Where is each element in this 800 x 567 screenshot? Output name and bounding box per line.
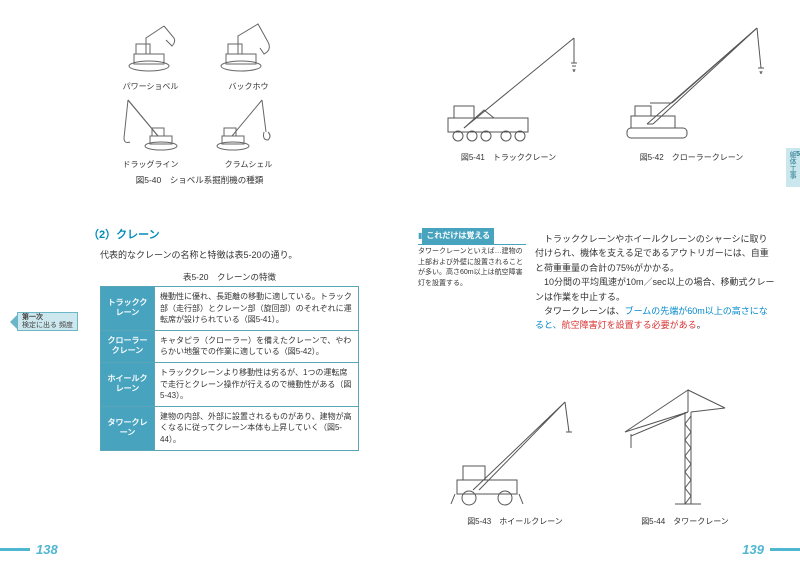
chapter-number: 5 <box>796 151 800 158</box>
chapter-side-tab: 5 躯体工事 <box>786 148 800 187</box>
body-text: トラッククレーンやホイールクレーンのシャーシに取り付けられ、機体を支える足である… <box>535 232 775 333</box>
fig-label: バックホウ <box>229 81 269 92</box>
memo-box: ▮これだけは覚える タワークレーンといえば…建物の上部および外壁に設置されること… <box>418 228 526 289</box>
fig-tower-crane: 図5-44 タワークレーン <box>615 382 755 527</box>
fig-row-bottom-right: 図5-43 ホイールクレーン 図5-44 タワークレーン <box>430 382 770 527</box>
fig-power-shovel: パワーショベル <box>116 18 186 92</box>
dragline-illustration <box>116 96 186 156</box>
paragraph-1: トラッククレーンやホイールクレーンのシャーシに取り付けられ、機体を支える足である… <box>535 232 775 275</box>
fig-caption: 図5-42 クローラークレーン <box>640 152 744 163</box>
chapter-label: 躯体工事 <box>789 151 796 179</box>
fig-label: クラムシェル <box>225 159 273 170</box>
fig-row-2: ドラッグライン クラムシェル <box>22 96 377 170</box>
fig-truck-crane: 図5-41 トラッククレーン <box>434 18 584 163</box>
table-row: トラッククレーン 機動性に優れ、長距離の移動に適している。トラック部（走行部）と… <box>101 287 359 331</box>
exam-frequency-badge: 第一次 検定に出る 頻度 <box>10 312 78 331</box>
crane-desc: キャタピラ（クローラー）を備えたクレーンで、やわらかい地盤での作業に適している（… <box>155 330 359 362</box>
crane-desc: トラッククレーンより移動性は劣るが、1つの運転席で走行とクレーン操作が行えるので… <box>155 362 359 406</box>
page-left: パワーショベル バックホウ ドラッグライン クラムシェル <box>0 0 400 567</box>
page-number-bar <box>0 548 30 551</box>
crane-name: クローラークレーン <box>101 330 155 362</box>
badge-line2: 検定に出る <box>22 322 57 329</box>
wheel-crane-illustration <box>445 382 585 512</box>
crane-name: ホイールクレーン <box>101 362 155 406</box>
fig-label: パワーショベル <box>123 81 179 92</box>
page-number: 139 <box>742 542 764 557</box>
fig-label: ドラッグライン <box>123 159 179 170</box>
memo-text: タワークレーンといえば…建物の上部および外壁に設置されることが多い。高さ60m以… <box>418 247 526 289</box>
fig-dragline: ドラッグライン <box>116 96 186 170</box>
crane-table: トラッククレーン 機動性に優れ、長距離の移動に適している。トラック部（走行部）と… <box>100 286 359 451</box>
page-number-bar <box>770 548 800 551</box>
fig-row-top-right: 図5-41 トラッククレーン 図5-42 クローラークレーン <box>422 18 778 163</box>
paragraph-2: 10分間の平均風速が10m／sec以上の場合、移動式クレーンは作業を中止する。 <box>535 275 775 304</box>
page-number-right: 139 <box>742 542 800 557</box>
fig-caption-5-40: 図5-40 ショベル系掘削機の種類 <box>22 174 377 186</box>
table-row: クローラークレーン キャタピラ（クローラー）を備えたクレーンで、やわらかい地盤で… <box>101 330 359 362</box>
backhoe-illustration <box>214 18 284 78</box>
page-number: 138 <box>36 542 58 557</box>
page-right: 図5-41 トラッククレーン 図5-42 クローラークレーン ▮これだけは覚える… <box>400 0 800 567</box>
red-text: 航空障害灯を設置する必要がある <box>562 320 697 330</box>
crane-name: タワークレーン <box>101 406 155 450</box>
clamshell-illustration <box>214 96 284 156</box>
fig-wheel-crane: 図5-43 ホイールクレーン <box>445 382 585 527</box>
table-caption: 表5-20 クレーンの特徴 <box>100 271 359 283</box>
fig-crawler-crane: 図5-42 クローラークレーン <box>617 18 767 163</box>
crawler-crane-illustration <box>617 18 767 148</box>
section-lead: 代表的なクレーンの名称と特徴は表5-20の通り。 <box>100 248 377 261</box>
fig-clamshell: クラムシェル <box>214 96 284 170</box>
badge-line1: 第一次 <box>22 314 43 321</box>
tower-crane-illustration <box>615 382 755 512</box>
fig-backhoe: バックホウ <box>214 18 284 92</box>
power-shovel-illustration <box>116 18 186 78</box>
fig-row-1: パワーショベル バックホウ <box>22 18 377 92</box>
page-number-left: 138 <box>0 542 58 557</box>
badge-extra: 頻度 <box>59 322 73 329</box>
fig-caption: 図5-43 ホイールクレーン <box>467 516 563 527</box>
fig-caption: 図5-41 トラッククレーン <box>461 152 556 163</box>
table-row: ホイールクレーン トラッククレーンより移動性は劣るが、1つの運転席で走行とクレー… <box>101 362 359 406</box>
crane-desc: 建物の内部、外部に設置されるものがあり、建物が高くなるに従ってクレーン本体も上昇… <box>155 406 359 450</box>
crane-desc: 機動性に優れ、長距離の移動に適している。トラック部（走行部）とクレーン部（旋回部… <box>155 287 359 331</box>
crane-name: トラッククレーン <box>101 287 155 331</box>
badge-arrow-icon <box>10 315 17 329</box>
memo-header: これだけは覚える <box>422 228 494 244</box>
truck-crane-illustration <box>434 18 584 148</box>
paragraph-3: タワークレーンは、ブームの先端が60m以上の高さになると、航空障害灯を設置する必… <box>535 304 775 333</box>
table-row: タワークレーン 建物の内部、外部に設置されるものがあり、建物が高くなるに従ってク… <box>101 406 359 450</box>
fig-caption: 図5-44 タワークレーン <box>641 516 729 527</box>
section-num: （2） <box>88 229 116 241</box>
section-title: クレーン <box>116 229 159 241</box>
section-heading: （2）クレーン <box>88 226 377 242</box>
